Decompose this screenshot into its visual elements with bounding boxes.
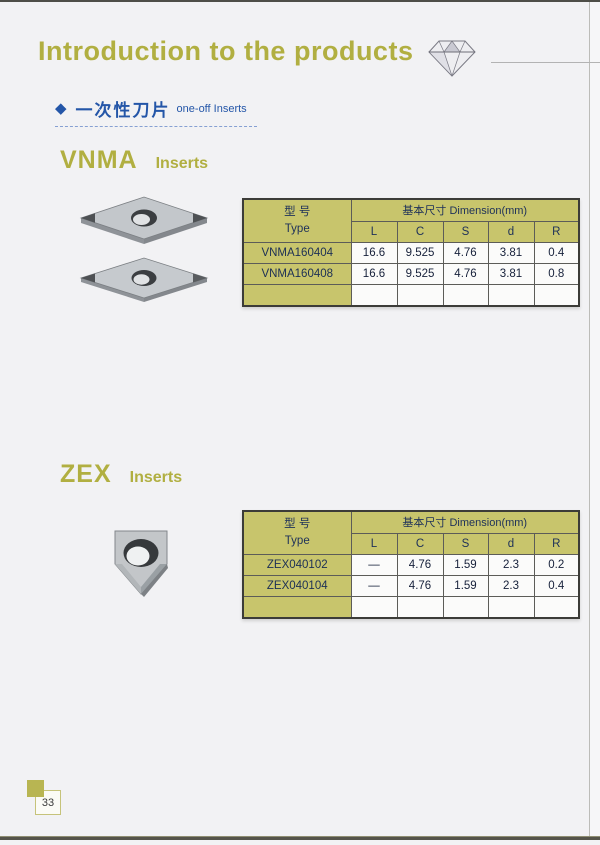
value-cell: 16.6 bbox=[350, 241, 398, 264]
type-cell: VNMA160408 bbox=[242, 262, 352, 285]
value-cell: 1.59 bbox=[442, 553, 489, 576]
col-header-S: S bbox=[442, 532, 489, 555]
table-row: VNMA160408 16.6 9.525 4.76 3.81 0.8 bbox=[242, 262, 580, 285]
value-cell bbox=[487, 283, 535, 307]
type-header-zh: 型 号 bbox=[284, 206, 311, 219]
value-cell bbox=[396, 595, 444, 619]
type-cell bbox=[242, 283, 352, 307]
vnma-heading: VNMA Inserts bbox=[60, 146, 208, 175]
value-cell bbox=[442, 595, 489, 619]
table-row: ZEX040104 — 4.76 1.59 2.3 0.4 bbox=[242, 574, 580, 597]
table-subheader-row: L C S d R bbox=[243, 220, 580, 243]
value-cell: 4.76 bbox=[396, 574, 444, 597]
value-cell: 9.525 bbox=[396, 262, 444, 285]
section-heading: ◆ 一次性刀片 one-off Inserts bbox=[55, 96, 257, 127]
zex-heading-suffix: Inserts bbox=[129, 469, 183, 486]
value-cell bbox=[487, 595, 535, 619]
value-cell: 3.81 bbox=[487, 262, 535, 285]
dimension-header: 基本尺寸 Dimension(mm) bbox=[350, 510, 580, 534]
value-cell: 9.525 bbox=[396, 241, 444, 264]
vnma-spec-table: 型 号 Type 基本尺寸 Dimension(mm) L C S d R VN… bbox=[242, 198, 581, 307]
table-row-empty bbox=[242, 595, 580, 619]
page-number: 33 bbox=[41, 796, 55, 809]
value-cell bbox=[533, 595, 580, 619]
type-column-header: 型 号 Type bbox=[242, 510, 352, 555]
section-title-en: one-off Inserts bbox=[176, 102, 247, 115]
value-cell: 4.76 bbox=[442, 262, 489, 285]
value-cell bbox=[396, 283, 444, 307]
diamond-bullet-icon: ◆ bbox=[55, 100, 67, 117]
table-subheader-row: L C S d R bbox=[243, 532, 580, 555]
scan-bottom-edge bbox=[0, 837, 600, 840]
type-header-zh: 型 号 bbox=[284, 518, 311, 531]
value-cell: 0.2 bbox=[533, 553, 580, 576]
vnma-heading-suffix: Inserts bbox=[155, 155, 209, 172]
value-cell: 2.3 bbox=[487, 553, 535, 576]
value-cell: 0.4 bbox=[533, 574, 580, 597]
dimension-header: 基本尺寸 Dimension(mm) bbox=[350, 198, 580, 222]
col-header-C: C bbox=[396, 532, 444, 555]
vnma-insert-image bbox=[79, 196, 209, 244]
table-header-row: 型 号 Type 基本尺寸 Dimension(mm) bbox=[242, 510, 580, 555]
scan-top-edge bbox=[0, 0, 600, 2]
value-cell: — bbox=[350, 553, 398, 576]
type-header-en: Type bbox=[284, 534, 310, 547]
table-row: VNMA160404 16.6 9.525 4.76 3.81 0.4 bbox=[242, 241, 580, 264]
col-header-R: R bbox=[533, 220, 580, 243]
scan-right-margin bbox=[590, 2, 600, 837]
vnma-insert-photos bbox=[78, 194, 210, 303]
type-cell bbox=[242, 595, 352, 619]
type-header-en: Type bbox=[284, 222, 310, 235]
value-cell: 4.76 bbox=[396, 553, 444, 576]
table-header-row: 型 号 Type 基本尺寸 Dimension(mm) bbox=[242, 198, 580, 243]
table-row-empty bbox=[242, 283, 580, 307]
value-cell: 0.4 bbox=[533, 241, 580, 264]
col-header-C: C bbox=[396, 220, 444, 243]
page-number-square bbox=[27, 780, 44, 797]
vnma-insert-image bbox=[79, 257, 209, 302]
value-cell: 4.76 bbox=[442, 241, 489, 264]
diamond-gem-icon bbox=[428, 40, 476, 77]
col-header-S: S bbox=[442, 220, 489, 243]
value-cell: 2.3 bbox=[487, 574, 535, 597]
scan-right-edge bbox=[589, 2, 590, 837]
type-column-header: 型 号 Type bbox=[242, 198, 352, 243]
col-header-L: L bbox=[350, 532, 398, 555]
value-cell: 0.8 bbox=[533, 262, 580, 285]
zex-spec-table: 型 号 Type 基本尺寸 Dimension(mm) L C S d R ZE… bbox=[242, 510, 581, 619]
type-cell: VNMA160404 bbox=[242, 241, 352, 264]
value-cell: — bbox=[350, 574, 398, 597]
zex-insert-image bbox=[114, 530, 168, 597]
col-header-d: d bbox=[487, 532, 535, 555]
value-cell bbox=[442, 283, 489, 307]
value-cell bbox=[350, 283, 398, 307]
col-header-R: R bbox=[533, 532, 580, 555]
table-row: ZEX040102 — 4.76 1.59 2.3 0.2 bbox=[242, 553, 580, 576]
page-title: Introduction to the products bbox=[38, 36, 414, 66]
zex-heading: ZEX Inserts bbox=[60, 460, 182, 489]
value-cell: 1.59 bbox=[442, 574, 489, 597]
vnma-heading-name: VNMA bbox=[60, 146, 138, 174]
section-title-zh: 一次性刀片 bbox=[75, 101, 171, 120]
value-cell: 3.81 bbox=[487, 241, 535, 264]
col-header-d: d bbox=[487, 220, 535, 243]
value-cell bbox=[533, 283, 580, 307]
title-rule bbox=[491, 62, 600, 63]
type-cell: ZEX040102 bbox=[242, 553, 352, 576]
type-cell: ZEX040104 bbox=[242, 574, 352, 597]
value-cell bbox=[350, 595, 398, 619]
zex-heading-name: ZEX bbox=[60, 460, 112, 488]
col-header-L: L bbox=[350, 220, 398, 243]
value-cell: 16.6 bbox=[350, 262, 398, 285]
